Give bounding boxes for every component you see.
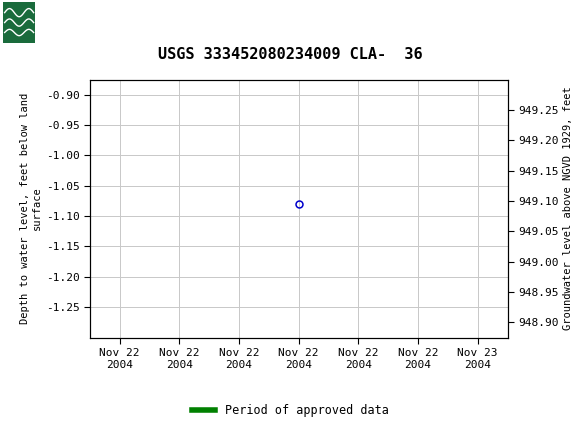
FancyBboxPatch shape	[3, 2, 104, 43]
Text: USGS: USGS	[39, 13, 99, 32]
Y-axis label: Depth to water level, feet below land
surface: Depth to water level, feet below land su…	[20, 93, 42, 324]
Text: USGS 333452080234009 CLA-  36: USGS 333452080234009 CLA- 36	[158, 47, 422, 62]
Legend: Period of approved data: Period of approved data	[187, 399, 393, 422]
Y-axis label: Groundwater level above NGVD 1929, feet: Groundwater level above NGVD 1929, feet	[563, 87, 572, 330]
FancyBboxPatch shape	[3, 2, 35, 43]
